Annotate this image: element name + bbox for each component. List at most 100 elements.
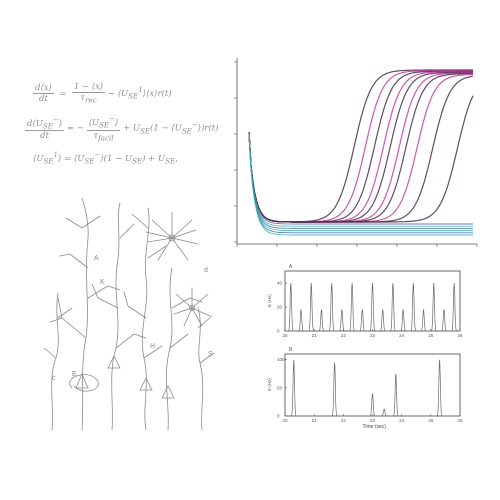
sigmoid-series-line bbox=[248, 69, 473, 223]
panelB-y-tick-label: 0 bbox=[277, 414, 280, 419]
sigmoid-series-line bbox=[248, 71, 473, 223]
panelA-y-tick-label: 40 bbox=[277, 281, 283, 286]
panelA-y-tick-label: 20 bbox=[277, 305, 283, 310]
eq2-r1-sign: = − bbox=[66, 123, 84, 134]
eq2-r1-num: ⟨U bbox=[88, 117, 100, 128]
panelA-series-line bbox=[285, 282, 460, 332]
sigmoid-series-line bbox=[248, 73, 474, 223]
eq3-lhs-sub: SE bbox=[43, 156, 54, 166]
panelA-x-tick-label: 24 bbox=[399, 333, 405, 338]
eq1-r2-sup: 1 bbox=[138, 85, 143, 95]
panelA-y-tick-label: 0 bbox=[277, 329, 280, 334]
eq3-rhs-sub3: SE bbox=[165, 156, 176, 166]
eq2-r1-den: τ bbox=[93, 130, 99, 141]
equation-x: d⟨x⟩ dt = 1 − ⟨x⟩ τrec − ⟨USE1⟩⟨x⟩r(t) bbox=[33, 82, 172, 105]
eq3-lhs-sup: 1 bbox=[53, 150, 59, 159]
equation-use-plus: ⟨USE1⟩ = ⟨USE−⟩(1 − USE) + USE, bbox=[33, 150, 238, 166]
eq1-lhs-num: d⟨x⟩ bbox=[33, 82, 54, 94]
eq1-r2-tail: ⟩⟨x⟩r(t) bbox=[142, 88, 172, 99]
panelA-x-tick-label: 21 bbox=[312, 333, 318, 338]
neuron-label-b: K bbox=[100, 279, 105, 286]
eq2-r2-mid: (1 − ⟨U bbox=[150, 123, 182, 134]
panelA-x-tick-label: 26 bbox=[458, 333, 464, 338]
panelB-panel-label: B bbox=[289, 347, 293, 353]
neuron-label-g: c bbox=[52, 375, 56, 382]
panelB-series-line bbox=[285, 359, 460, 417]
panelB-y-label: E (Hz) bbox=[267, 378, 272, 391]
panelA-panel-label: A bbox=[289, 264, 293, 270]
eq2-r1-num-sup: − bbox=[109, 114, 116, 123]
neuron-label-f: H bbox=[150, 343, 155, 350]
eq2-r2-tail: ⟩)r(t) bbox=[197, 123, 219, 134]
neuron-label-c: d bbox=[204, 267, 208, 274]
eq1-r1-num: 1 − ⟨x⟩ bbox=[71, 82, 106, 93]
equation-block: d⟨x⟩ dt = 1 − ⟨x⟩ τrec − ⟨USE1⟩⟨x⟩r(t) d⟨U… bbox=[25, 78, 230, 188]
eq2-r1-den-sub: facil bbox=[98, 133, 114, 143]
neuron-label-d: E bbox=[72, 371, 77, 378]
eq2-lhs-num: d⟨U bbox=[27, 118, 43, 129]
neuron-drawing-panel: A K d E S H c bbox=[42, 197, 222, 431]
eq3-rhs-mid: ⟩(1 − U bbox=[100, 153, 133, 164]
panelB-frame bbox=[284, 353, 461, 417]
panelA-x-tick-label: 23 bbox=[370, 333, 376, 338]
panelB-x-label: Time (sec) bbox=[363, 424, 387, 430]
panelA-x-tick-label: 22 bbox=[341, 333, 347, 338]
panelB-x-tick-label: 26 bbox=[458, 418, 464, 423]
eq1-r1-den: τ bbox=[80, 93, 86, 103]
panelB-x-tick-label: 20 bbox=[283, 418, 289, 423]
sigmoid-series-line bbox=[248, 71, 473, 223]
eq2-r1-num-sub: SE bbox=[99, 120, 110, 130]
eq2-lhs-num-tail: ⟩ bbox=[58, 118, 63, 129]
eq1-lhs-den: dt bbox=[39, 93, 48, 104]
sigmoid-series-line bbox=[248, 72, 473, 223]
sigmoid-series-line bbox=[248, 73, 473, 223]
sigmoid-series-line bbox=[248, 131, 473, 229]
eq3-rhs-sup: − bbox=[94, 150, 101, 159]
eq2-r2-sup2: − bbox=[191, 119, 198, 129]
panelB-y-tick-label: 50 bbox=[277, 385, 283, 390]
eq1-r2-sub: SE bbox=[128, 91, 139, 101]
sigmoid-series-line bbox=[248, 131, 473, 227]
panelB-x-tick-label: 25 bbox=[428, 418, 434, 423]
eq2-r2-sub: SE bbox=[140, 126, 151, 136]
panelA-frame bbox=[284, 270, 461, 332]
eq3-lhs: ⟨U bbox=[33, 153, 44, 164]
panelB-x-tick-label: 21 bbox=[312, 418, 318, 423]
panelA-x-tick-label: 20 bbox=[283, 333, 289, 338]
sigmoid-series-line bbox=[248, 95, 474, 223]
panelB-x-tick-label: 23 bbox=[370, 418, 376, 423]
eq2-r1-num-tail: ⟩ bbox=[115, 117, 119, 128]
equation-use-minus: d⟨USE−⟩ dt = − ⟨USE−⟩ τfacil + USE(1 − ⟨US… bbox=[25, 114, 230, 142]
eq3-rhs: = ⟨U bbox=[61, 153, 85, 164]
eq2-r2-sub2: SE bbox=[181, 126, 192, 136]
eq1-r1-den-sub: rec bbox=[85, 95, 97, 105]
eq3-rhs-sub2: SE bbox=[132, 156, 143, 166]
eq3-rhs-mid2: ) + U bbox=[142, 153, 166, 164]
eq3-lhs-tail: ⟩ bbox=[58, 153, 62, 164]
sigmoid-plot bbox=[234, 58, 478, 247]
sigmoid-series-line bbox=[248, 131, 473, 234]
neuron-label-a: A bbox=[94, 255, 99, 262]
panelA-y-label: E (Hz) bbox=[267, 294, 272, 307]
eq2-r2: + U bbox=[123, 123, 141, 134]
neuron-drawing: A K d E S H c bbox=[43, 197, 215, 431]
panelB-y-tick-label: 100 bbox=[277, 357, 285, 362]
sigmoid-series-line bbox=[248, 131, 473, 232]
eq3-rhs-tail: , bbox=[175, 153, 178, 164]
panelB-x-tick-label: 24 bbox=[399, 418, 405, 423]
sigmoid-series-line bbox=[248, 75, 474, 223]
sigmoid-series-line bbox=[248, 70, 473, 223]
neuron-label-e: S bbox=[208, 351, 213, 358]
eq2-lhs-num-sub: SE bbox=[42, 121, 53, 131]
eq1-r2: − ⟨U bbox=[107, 88, 129, 99]
eq2-lhs-num-sup: − bbox=[52, 114, 59, 124]
panelB-x-tick-label: 22 bbox=[341, 418, 347, 423]
sigmoid-plot-panel bbox=[225, 52, 485, 252]
sigmoid-series-line bbox=[248, 70, 473, 223]
eq3-rhs-sub: SE bbox=[84, 156, 95, 166]
eq2-lhs-den: dt bbox=[40, 131, 50, 142]
sigmoid-series-line bbox=[248, 131, 473, 225]
panelA-x-tick-label: 25 bbox=[428, 333, 434, 338]
